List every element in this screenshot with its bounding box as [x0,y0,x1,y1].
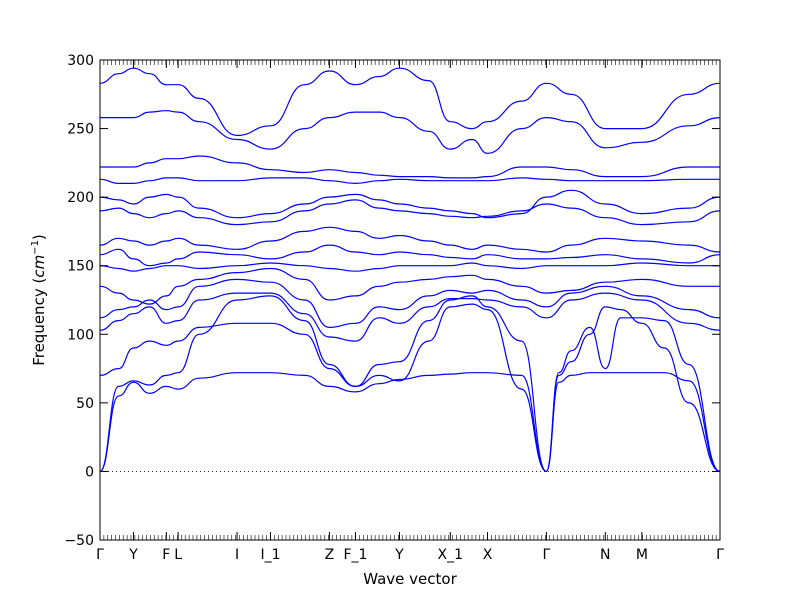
band-line-8 [99,278,721,329]
x-tick-label: Γ [716,547,724,563]
band-line-1 [99,372,547,472]
y-tick-label: 300 [67,53,94,69]
x-tick-label: N [600,547,610,563]
x-tick-label: X_1 [438,547,464,563]
x-tick-label: X [483,547,493,563]
band-line-7 [99,292,721,342]
x-tick-label: F [162,547,170,563]
band-line-11 [99,244,721,267]
series-layer [99,67,721,472]
y-tick-label: 200 [67,190,94,206]
x-tick-label: L [174,547,182,563]
band-line-6 [545,317,721,472]
x-tick-label: M [636,547,648,563]
x-axis-title: Wave vector [363,570,457,588]
band-line-10 [99,262,720,272]
band-line-3 [99,295,547,472]
band-line-9 [99,267,720,305]
band-line-2 [99,295,547,472]
x-tick-label: F_1 [343,547,367,563]
band-line-14 [99,189,721,219]
ticks-layer: −50 0 50 100 150 200 250 300 Γ Y F L I I_1 Z F_1 Y X_1 X Γ N… [64,53,724,563]
y-axis-title-text: Frequency [30,288,48,366]
x-tick-label: Y [128,547,138,563]
y-axis-unit: cm [30,255,48,278]
y-tick-label: 50 [76,396,94,412]
band-line-4 [545,306,721,472]
y-axis-unit-exponent: −1 [30,240,41,255]
x-tick-label: Γ [96,547,104,563]
y-tick-label: −50 [64,533,94,549]
y-axis-title: Frequency (cm−1) [30,234,48,366]
band-line-18 [99,67,721,137]
band-line-15 [99,177,720,185]
x-tick-label: Z [325,547,335,563]
y-tick-label: 150 [67,259,94,275]
plot-frame [99,59,721,541]
band-line-5 [545,372,721,472]
band-line-13 [99,199,721,226]
y-tick-label: 100 [67,327,94,343]
x-tick-label: Γ [542,547,550,563]
x-tick-label: Y [394,547,404,563]
y-tick-label: 250 [67,122,94,138]
band-line-17 [100,110,721,154]
x-tick-label: I [235,547,239,563]
band-line-16 [100,155,720,179]
band-line-12 [99,226,721,253]
x-tick-label: I_1 [260,547,280,563]
y-tick-label: 0 [85,464,94,480]
